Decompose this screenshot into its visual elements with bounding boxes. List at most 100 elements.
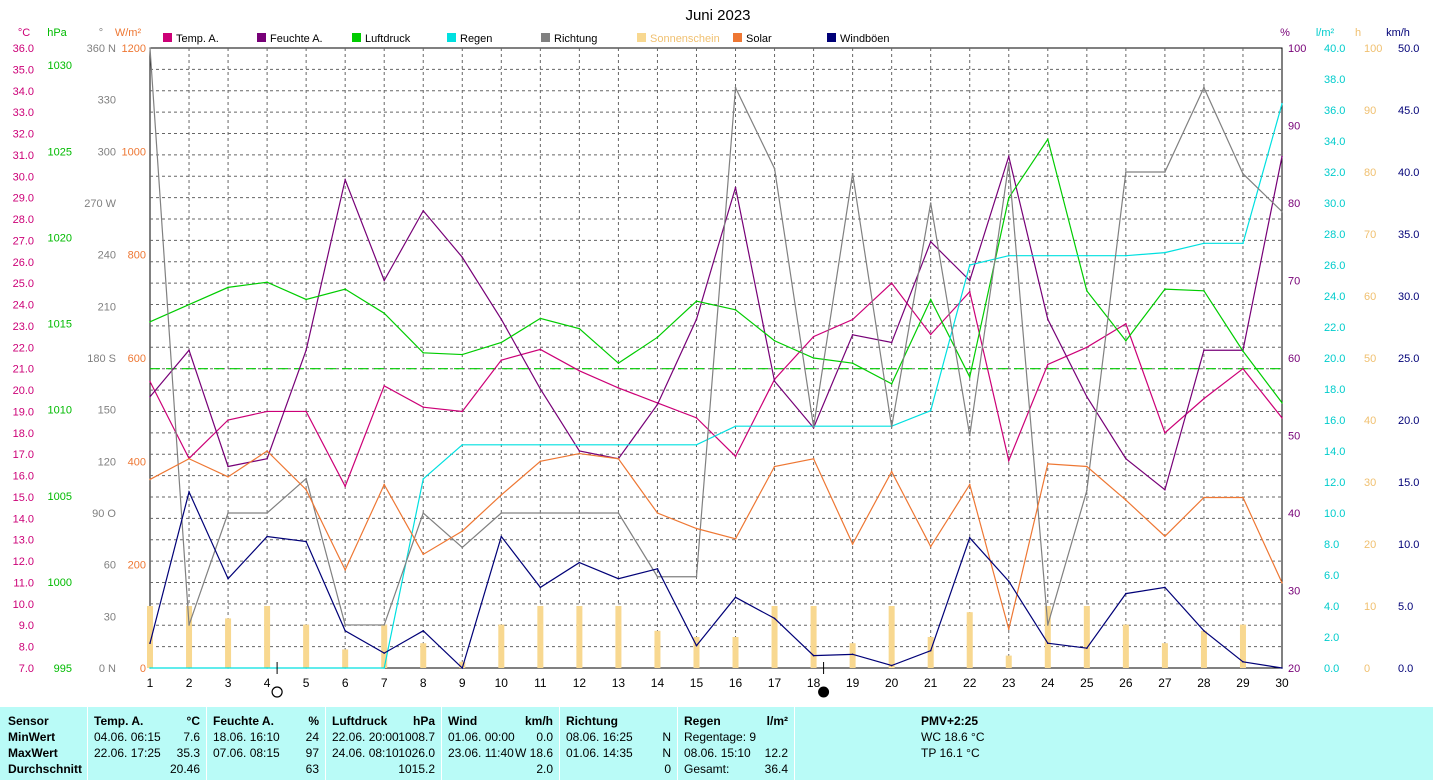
axis-tick-direction: 90 O <box>92 508 116 520</box>
x-tick-label: 24 <box>1041 676 1055 690</box>
series-point <box>578 450 581 452</box>
series-point <box>890 664 893 667</box>
axis-tick-direction: 210 <box>98 301 116 313</box>
axis-tick-humidity: 50 <box>1288 431 1300 443</box>
series-point <box>695 575 698 578</box>
axis-tick-temp: 14.0 <box>13 513 34 525</box>
series-point <box>266 667 268 669</box>
series-point <box>1164 535 1166 538</box>
x-tick-label: 30 <box>1275 676 1289 690</box>
series-point <box>890 426 893 428</box>
series-point <box>344 667 346 669</box>
series-point <box>578 370 581 372</box>
series-point <box>188 457 190 460</box>
x-tick-label: 20 <box>885 676 899 690</box>
axis-tick-temp: 19.0 <box>13 406 34 418</box>
x-tick-label: 21 <box>924 676 938 690</box>
series-point <box>461 546 464 549</box>
new-moon-icon <box>818 686 830 698</box>
series-point <box>812 457 815 460</box>
humidity-header: Feuchte A. <box>213 714 274 728</box>
axis-tick-sun: 0 <box>1364 663 1370 675</box>
axis-tick-rain: 32.0 <box>1324 167 1345 179</box>
x-tick-label: 5 <box>303 676 310 690</box>
full-moon-icon <box>271 686 283 698</box>
axis-tick-pressure: 1020 <box>48 232 72 244</box>
axis-tick-temp: 23.0 <box>13 321 34 333</box>
series-point <box>656 403 659 406</box>
temp-min-time: 04.06. 06:15 <box>94 730 161 744</box>
series-point <box>851 425 854 428</box>
direction-max-time: 01.06. 14:35 <box>566 746 633 760</box>
axis-tick-humidity: 80 <box>1288 198 1300 210</box>
series-point <box>812 335 815 338</box>
series-point <box>929 240 932 243</box>
axis-unit-sun: h <box>1355 27 1361 39</box>
series-point <box>734 425 737 428</box>
series-point <box>149 642 151 644</box>
series-point <box>266 457 268 460</box>
axis-tick-rain: 30.0 <box>1324 198 1345 210</box>
series-line-3 <box>150 103 1283 669</box>
series-point <box>461 667 464 669</box>
series-point <box>383 667 386 669</box>
series-point <box>383 624 386 626</box>
series-point <box>1242 496 1244 499</box>
axis-tick-sun: 10 <box>1364 601 1376 613</box>
series-point <box>1007 197 1010 199</box>
axis-tick-pressure: 1005 <box>48 491 72 503</box>
x-tick-label: 28 <box>1197 676 1211 690</box>
legend-label: Windböen <box>840 33 890 45</box>
axis-tick-wind: 20.0 <box>1398 415 1419 427</box>
axis-tick-temp: 26.0 <box>13 257 34 269</box>
axis-tick-direction: 270 W <box>84 198 116 210</box>
humidity-max-value: 97 <box>305 746 319 760</box>
pmv-tp: TP 16.1 °C <box>921 746 980 760</box>
series-point <box>929 545 932 548</box>
axis-tick-temp: 17.0 <box>13 449 34 461</box>
stats-panel: Sensor MinWert MaxWert Durchschnitt Temp… <box>0 707 1433 780</box>
series-point <box>617 512 620 514</box>
legend-swatch <box>541 33 550 42</box>
axis-tick-humidity: 20 <box>1288 663 1300 675</box>
axis-tick-sun: 60 <box>1364 291 1376 303</box>
axis-tick-rain: 12.0 <box>1324 477 1345 489</box>
axis-tick-direction: 330 <box>98 95 116 107</box>
series-point <box>1086 395 1088 398</box>
series-point <box>383 312 386 315</box>
series-point <box>968 537 971 539</box>
direction-header: Richtung <box>566 714 618 728</box>
series-point <box>1086 290 1088 292</box>
rain-max-time: 08.06. 15:10 <box>684 746 751 760</box>
avg-label: Durchschnitt <box>8 762 83 776</box>
legend: Temp. A. Feuchte A. Luftdruck Regen Richtung… <box>163 33 890 45</box>
axis-tick-rain: 34.0 <box>1324 136 1345 148</box>
rain-unit: l/m² <box>766 714 788 728</box>
series-point <box>617 457 620 460</box>
sunshine-bar <box>459 661 466 668</box>
series-point <box>1164 586 1166 589</box>
temp-min-value: 7.6 <box>183 730 200 744</box>
x-tick-label: 17 <box>768 676 782 690</box>
sunshine-bar <box>576 606 583 668</box>
legend-item: Luftdruck <box>352 33 411 45</box>
sunshine-bar <box>1200 630 1207 668</box>
series-point <box>422 553 425 556</box>
series-line-1 <box>149 154 1283 491</box>
series-point <box>851 543 854 545</box>
axis-tick-temp: 9.0 <box>19 620 34 632</box>
axis-tick-rain: 36.0 <box>1324 105 1345 117</box>
series-point <box>968 290 971 293</box>
axis-tick-temp: 24.0 <box>13 300 34 312</box>
direction-avg-value: 0 <box>664 762 671 776</box>
series-point <box>929 202 932 204</box>
pressure-max-time: 24.06. 08:10 <box>332 746 399 760</box>
series-point <box>149 47 151 49</box>
sunshine-bar <box>810 606 817 668</box>
series-point <box>305 488 307 491</box>
series-point <box>578 512 581 514</box>
series-point <box>266 450 268 452</box>
series-point <box>227 512 229 514</box>
series-point <box>266 535 268 538</box>
axis-tick-rain: 14.0 <box>1324 446 1345 458</box>
